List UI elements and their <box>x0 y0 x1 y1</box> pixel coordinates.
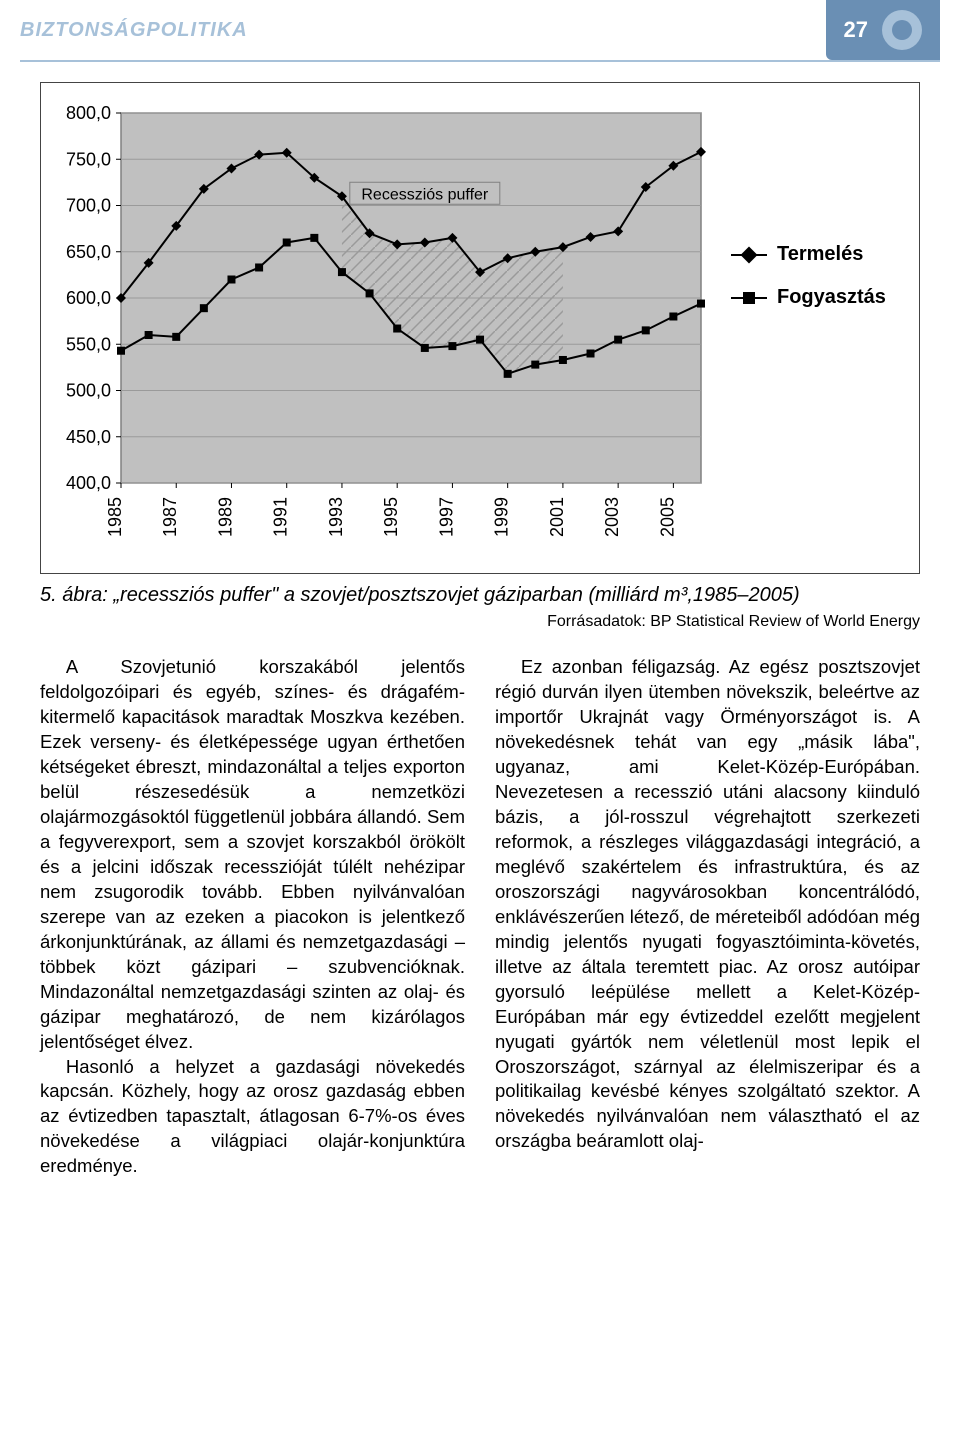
journal-logo-icon <box>882 10 922 50</box>
svg-text:750,0: 750,0 <box>66 149 111 169</box>
svg-text:2005: 2005 <box>657 497 677 537</box>
chart-container: 400,0 450,0 500,0 550,0 600,0 650,0 700,0 750,0… <box>40 82 920 574</box>
legend-label: Fogyasztás <box>777 286 886 309</box>
chart-legend: Termelés Fogyasztás <box>731 243 886 329</box>
paragraph: Hasonló a helyzet a gazdasági növekedés … <box>40 1055 465 1180</box>
svg-text:1997: 1997 <box>436 497 456 537</box>
legend-item-termeles: Termelés <box>731 243 886 266</box>
page-number: 27 <box>844 17 868 43</box>
diamond-marker-icon <box>731 254 767 256</box>
svg-text:1985: 1985 <box>105 497 125 537</box>
square-marker-icon <box>731 297 767 299</box>
svg-text:1995: 1995 <box>381 497 401 537</box>
legend-label: Termelés <box>777 243 863 266</box>
svg-text:2003: 2003 <box>602 497 622 537</box>
svg-text:600,0: 600,0 <box>66 288 111 308</box>
legend-item-fogyasztas: Fogyasztás <box>731 286 886 309</box>
svg-text:700,0: 700,0 <box>66 196 111 216</box>
svg-text:550,0: 550,0 <box>66 334 111 354</box>
line-chart: 400,0 450,0 500,0 550,0 600,0 650,0 700,0 750,0… <box>51 103 711 563</box>
page-number-tab: 27 <box>826 0 940 60</box>
svg-text:500,0: 500,0 <box>66 381 111 401</box>
svg-text:1993: 1993 <box>326 497 346 537</box>
svg-text:1999: 1999 <box>492 497 512 537</box>
right-column: Ez azonban féligazság. Az egész posztszo… <box>495 655 920 1179</box>
left-column: A Szovjetunió korszakából jelentős feldo… <box>40 655 465 1179</box>
paragraph: Ez azonban féligazság. Az egész posztszo… <box>495 655 920 1154</box>
paragraph: A Szovjetunió korszakából jelentős feldo… <box>40 655 465 1055</box>
figure-source: Forrásadatok: BP Statistical Review of W… <box>40 613 920 631</box>
svg-text:450,0: 450,0 <box>66 427 111 447</box>
svg-text:Recessziós puffer: Recessziós puffer <box>361 186 489 203</box>
svg-text:650,0: 650,0 <box>66 242 111 262</box>
body-text: A Szovjetunió korszakából jelentős feldo… <box>40 655 920 1179</box>
page-header: BIZTONSÁGPOLITIKA 27 <box>20 0 940 62</box>
svg-text:1989: 1989 <box>215 497 235 537</box>
section-title: BIZTONSÁGPOLITIKA <box>20 19 826 42</box>
svg-text:1987: 1987 <box>160 497 180 537</box>
svg-text:800,0: 800,0 <box>66 103 111 123</box>
svg-text:400,0: 400,0 <box>66 473 111 493</box>
svg-text:2001: 2001 <box>547 497 567 537</box>
figure-caption: 5. ábra: „recessziós puffer" a szovjet/p… <box>40 584 920 607</box>
svg-text:1991: 1991 <box>271 497 291 537</box>
